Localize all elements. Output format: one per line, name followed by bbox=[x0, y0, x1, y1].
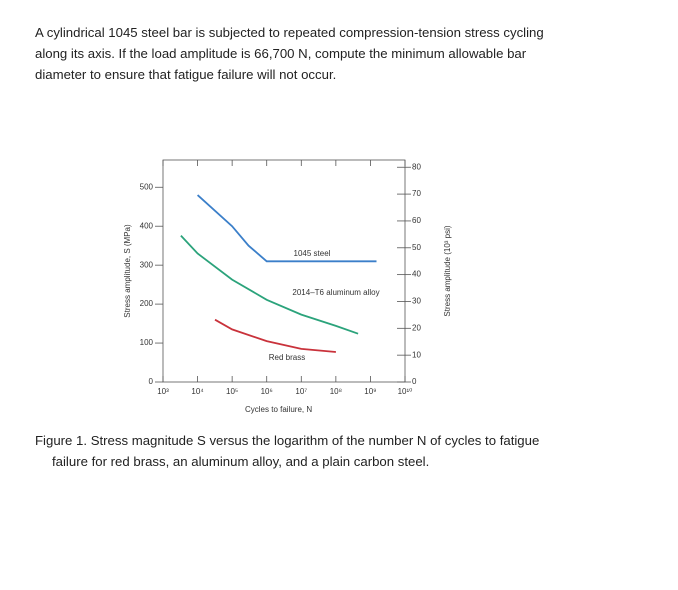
plot-frame bbox=[162, 159, 406, 383]
y-tick-label: 100 bbox=[140, 338, 154, 347]
y2-axis-label: Stress amplitude (10³ psi) bbox=[443, 225, 452, 316]
y2-tick-label: 50 bbox=[412, 243, 421, 252]
problem-text: A cylindrical 1045 steel bar is subjecte… bbox=[35, 25, 544, 82]
x-tick-label: 10⁴ bbox=[191, 387, 204, 396]
x-axis-label: Cycles to failure, N bbox=[245, 405, 312, 414]
curve-label: Red brass bbox=[269, 353, 305, 362]
y2-tick-label: 60 bbox=[412, 216, 421, 225]
y-tick-label: 0 bbox=[149, 377, 154, 386]
figure-caption: Figure 1. Stress magnitude S versus the … bbox=[35, 433, 540, 469]
y2-tick-label: 40 bbox=[412, 270, 421, 279]
x-tick-label: 10⁸ bbox=[330, 387, 342, 396]
y2-tick-label: 80 bbox=[412, 162, 421, 171]
x-tick-label: 10³ bbox=[157, 387, 169, 396]
y2-tick-label: 20 bbox=[412, 323, 421, 332]
y2-tick-label: 0 bbox=[412, 377, 417, 386]
x-tick-label: 10¹⁰ bbox=[398, 387, 413, 396]
chart: Cycles to failure, N Stress amplitude, S… bbox=[123, 159, 452, 414]
y-axis-label: Stress amplitude, S (MPa) bbox=[123, 224, 132, 318]
y2-tick-label: 30 bbox=[412, 297, 421, 306]
curve-label: 1045 steel bbox=[294, 249, 331, 258]
x-tick-label: 10⁶ bbox=[261, 387, 273, 396]
y2-tick-label: 10 bbox=[412, 350, 421, 359]
y-tick-label: 200 bbox=[140, 299, 154, 308]
y-tick-label: 300 bbox=[140, 260, 154, 269]
curve-label: 2014–T6 aluminum alloy bbox=[292, 288, 379, 297]
x-tick-label: 10⁵ bbox=[226, 387, 238, 396]
x-tick-label: 10⁷ bbox=[295, 387, 307, 396]
y-tick-label: 400 bbox=[140, 221, 154, 230]
y2-tick-label: 70 bbox=[412, 189, 421, 198]
y-tick-label: 500 bbox=[140, 182, 154, 191]
sn-curve bbox=[214, 318, 336, 353]
sn-curve bbox=[196, 194, 377, 263]
x-tick-label: 10⁹ bbox=[364, 387, 376, 396]
sn-curve bbox=[180, 234, 359, 335]
